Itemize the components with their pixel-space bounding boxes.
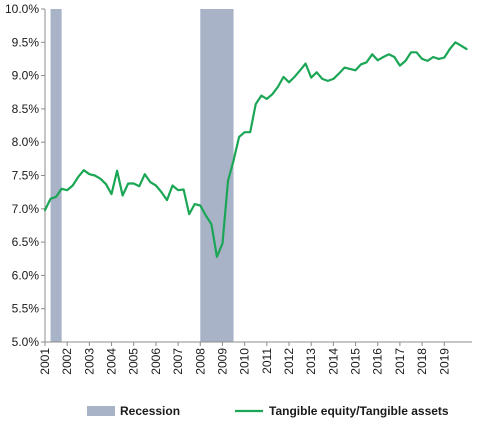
x-tick-label: 2006	[149, 348, 163, 375]
y-axis: 5.0% 5.5% 6.0% 6.5% 7.0% 7.5% 8.0% 8.5% 9.0% 9.5%…	[5, 2, 46, 349]
y-tick-label: 8.0%	[12, 135, 40, 149]
x-tick-label: 2003	[82, 348, 96, 375]
x-tick-label: 2012	[282, 348, 296, 375]
y-tick-label: 6.5%	[12, 235, 40, 249]
y-tick-label: 10.0%	[5, 2, 39, 16]
series-layer	[43, 41, 468, 258]
x-tick-label: 2004	[105, 348, 119, 375]
series-line-0	[43, 41, 468, 258]
y-tick-label: 9.0%	[12, 69, 40, 83]
legend-recession-swatch	[87, 406, 115, 416]
recession-band-0	[50, 9, 62, 342]
x-tick-label: 2015	[349, 348, 363, 375]
x-tick-label: 2010	[238, 348, 252, 375]
y-tick-label: 7.5%	[12, 169, 40, 183]
x-tick-label: 2018	[415, 348, 429, 375]
x-tick-label: 2016	[371, 348, 385, 375]
x-tick-label: 2019	[437, 348, 451, 375]
x-tick-label: 2013	[304, 348, 318, 375]
x-tick-label: 2017	[393, 348, 407, 375]
y-tick-label: 6.0%	[12, 268, 40, 282]
recession-bands	[50, 9, 234, 342]
x-tick-label: 2014	[326, 348, 340, 375]
y-tick-label: 9.5%	[12, 35, 40, 49]
y-tick-label: 7.0%	[12, 202, 40, 216]
legend-recession-label: Recession	[120, 404, 180, 418]
legend: Recession Tangible equity/Tangible asset…	[87, 404, 449, 418]
x-tick-label: 2001	[38, 348, 52, 375]
y-tick-label: 5.5%	[12, 302, 40, 316]
y-tick-label: 8.5%	[12, 102, 40, 116]
legend-series-label: Tangible equity/Tangible assets	[269, 404, 449, 418]
y-tick-label: 5.0%	[12, 335, 40, 349]
x-tick-label: 2009	[215, 348, 229, 375]
x-tick-label: 2007	[171, 348, 185, 375]
x-tick-label: 2005	[127, 348, 141, 375]
recession-band-1	[200, 9, 234, 342]
x-tick-label: 2002	[60, 348, 74, 375]
x-tick-label: 2008	[193, 348, 207, 375]
x-axis: 2001 2002 2003 2004 2005 2006 2007 2008 2009 2010…	[38, 341, 472, 375]
x-tick-label: 2011	[260, 348, 274, 374]
